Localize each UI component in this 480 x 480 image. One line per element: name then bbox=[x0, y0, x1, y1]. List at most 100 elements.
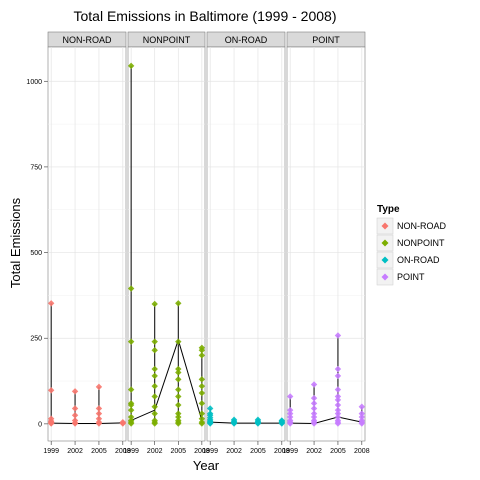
legend-swatch bbox=[381, 256, 389, 264]
data-point bbox=[334, 410, 342, 417]
data-point bbox=[127, 386, 135, 393]
x-tick-label: 2005 bbox=[91, 448, 107, 455]
data-point bbox=[151, 393, 158, 400]
facet-on-road: ON-ROAD 1999 2002 2005 2008 bbox=[202, 31, 290, 455]
legend: Type NON-ROAD NONPOINT ON-ROAD POINT bbox=[376, 204, 446, 286]
facet-panel bbox=[206, 46, 286, 442]
data-point bbox=[127, 406, 135, 414]
facet-panels: NON-ROAD 1999 2002 2005 2008 NONPOINT 1999 2002… bbox=[43, 31, 370, 455]
data-point bbox=[175, 386, 182, 393]
x-tick-label: 1999 bbox=[202, 448, 218, 455]
x-tick-label: 2002 bbox=[306, 448, 322, 455]
summary-line bbox=[290, 416, 362, 425]
y-tick-label: 250 bbox=[30, 336, 42, 343]
data-point bbox=[358, 403, 366, 410]
x-tick-label: 2002 bbox=[226, 448, 242, 455]
data-point bbox=[206, 405, 214, 412]
data-point bbox=[127, 62, 135, 70]
data-point bbox=[175, 300, 182, 307]
facet-strip-label: NONPOINT bbox=[143, 35, 191, 45]
data-point bbox=[175, 369, 182, 376]
data-point bbox=[198, 415, 206, 422]
data-point bbox=[334, 386, 342, 393]
data-point bbox=[310, 405, 318, 412]
data-point bbox=[198, 389, 206, 397]
data-point bbox=[334, 396, 342, 404]
data-point bbox=[47, 415, 55, 422]
data-point bbox=[151, 338, 158, 345]
data-point bbox=[127, 400, 135, 407]
data-point bbox=[310, 400, 318, 407]
y-tick-label: 0 bbox=[38, 421, 42, 428]
x-tick-label: 2005 bbox=[330, 448, 346, 455]
x-axis-title: Year bbox=[193, 458, 220, 473]
data-point bbox=[151, 300, 158, 308]
data-point bbox=[95, 383, 103, 391]
data-point bbox=[198, 400, 206, 407]
data-point bbox=[47, 300, 55, 307]
data-point bbox=[334, 332, 342, 339]
data-point bbox=[175, 410, 182, 417]
data-point bbox=[47, 387, 55, 394]
data-point bbox=[254, 416, 262, 423]
x-tick-label: 1999 bbox=[43, 448, 59, 455]
data-point bbox=[175, 417, 182, 424]
data-point bbox=[334, 413, 342, 421]
data-point bbox=[286, 393, 294, 400]
legend-swatch bbox=[381, 273, 389, 281]
data-point bbox=[310, 394, 318, 402]
data-point bbox=[71, 405, 79, 412]
data-point bbox=[286, 406, 294, 414]
x-tick-label: 1999 bbox=[123, 448, 139, 455]
data-point bbox=[358, 410, 366, 417]
data-point bbox=[175, 338, 182, 345]
data-point bbox=[151, 382, 158, 390]
data-point bbox=[286, 417, 294, 424]
facet-nonpoint: NONPOINT 1999 2002 2005 2008 bbox=[123, 31, 210, 455]
data-point bbox=[71, 388, 79, 395]
data-point bbox=[151, 417, 158, 424]
data-point bbox=[334, 406, 342, 414]
y-axis: 0 250 500 750 1000 bbox=[26, 79, 48, 428]
x-tick-label: 2008 bbox=[274, 448, 290, 455]
summary-line bbox=[51, 422, 123, 425]
data-point bbox=[127, 417, 135, 424]
data-point bbox=[198, 376, 206, 383]
data-point bbox=[230, 416, 238, 423]
x-tick-label: 2005 bbox=[250, 448, 266, 455]
data-point bbox=[286, 410, 294, 417]
legend-label: ON-ROAD bbox=[397, 255, 440, 265]
data-point bbox=[334, 365, 342, 373]
x-tick-label: 2002 bbox=[147, 448, 163, 455]
x-tick-label: 2008 bbox=[194, 448, 210, 455]
y-tick-label: 1000 bbox=[26, 79, 42, 86]
data-point bbox=[151, 347, 158, 354]
facet-panel bbox=[47, 46, 127, 442]
data-point bbox=[334, 393, 342, 400]
data-point bbox=[175, 376, 182, 383]
legend-swatch bbox=[381, 239, 389, 247]
data-point bbox=[358, 417, 366, 424]
data-point bbox=[310, 410, 318, 417]
facet-strip-label: NON-ROAD bbox=[63, 35, 112, 45]
x-tick-label: 1999 bbox=[282, 448, 298, 455]
data-point bbox=[310, 381, 318, 388]
data-point bbox=[151, 403, 158, 410]
data-point bbox=[175, 413, 182, 421]
data-point bbox=[151, 410, 158, 417]
y-tick-label: 500 bbox=[30, 250, 42, 257]
legend-title: Type bbox=[377, 204, 400, 215]
data-point bbox=[206, 410, 214, 417]
summary-line bbox=[210, 421, 282, 424]
data-point bbox=[127, 413, 135, 421]
data-point bbox=[95, 418, 103, 426]
data-point bbox=[198, 382, 206, 390]
data-point bbox=[198, 352, 206, 359]
data-point bbox=[71, 412, 79, 419]
facet-panel bbox=[286, 46, 366, 442]
data-point bbox=[334, 401, 342, 409]
summary-line bbox=[130, 338, 203, 421]
facet-panel bbox=[127, 46, 206, 442]
y-axis-title: Total Emissions bbox=[8, 197, 23, 288]
